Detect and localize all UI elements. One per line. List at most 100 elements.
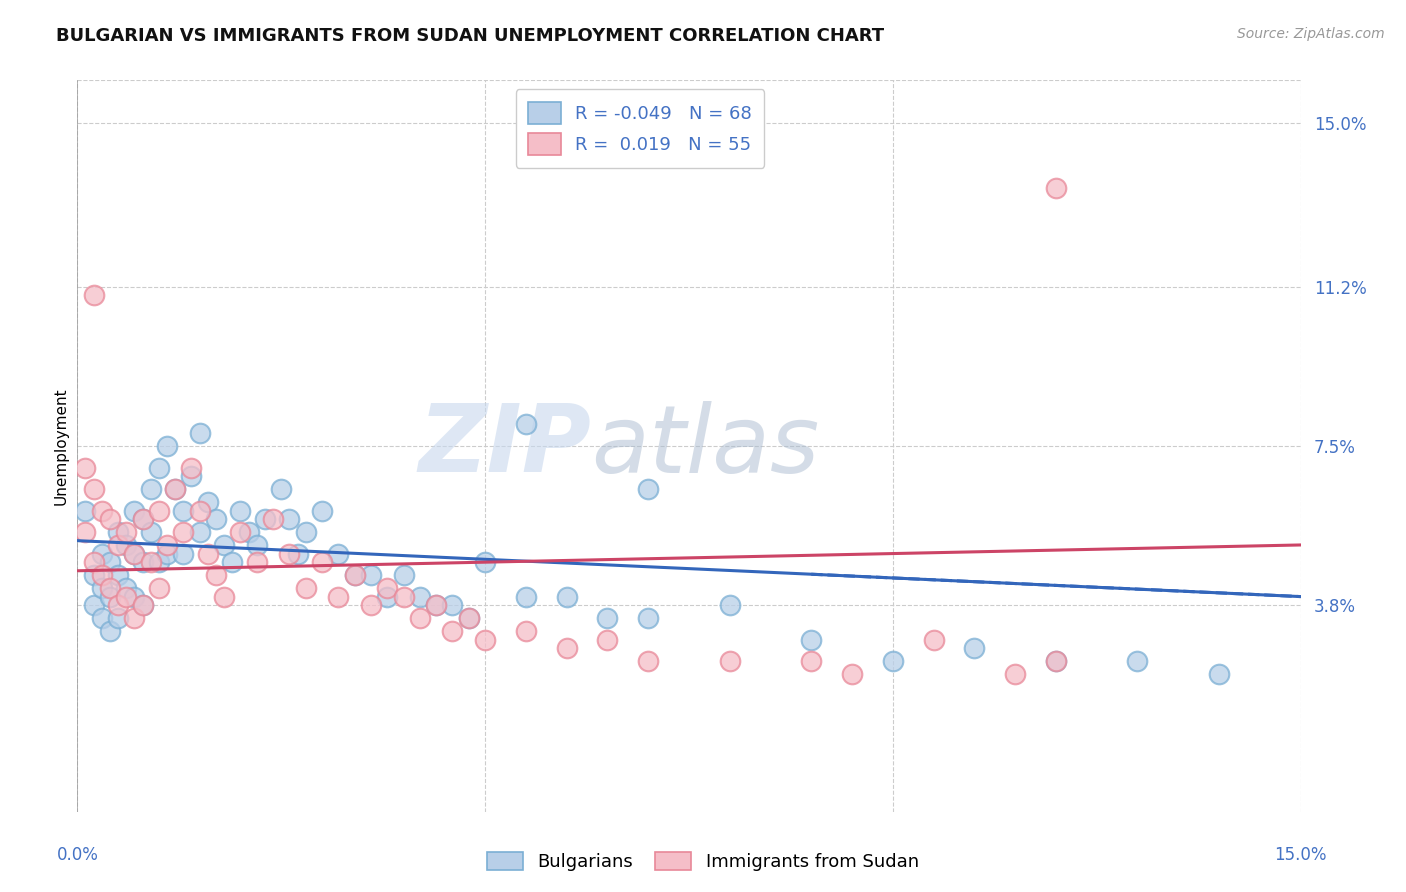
Point [1045,181,1067,195]
Point [124,547,146,561]
Point [98,624,121,638]
Point [172,524,194,539]
Point [425,598,447,612]
Point [375,590,398,604]
Point [124,611,146,625]
Point [83,482,105,496]
Point [139,482,162,496]
Point [83,288,105,302]
Point [124,590,146,604]
Legend: R = -0.049   N = 68, R =  0.019   N = 55: R = -0.049 N = 68, R = 0.019 N = 55 [516,89,765,168]
Point [98,512,121,526]
Point [343,568,366,582]
Point [922,632,945,647]
Point [131,598,153,612]
Point [75,524,97,539]
Point [311,555,333,569]
Point [246,538,269,552]
Point [441,598,464,612]
Point [278,512,301,526]
Point [596,611,619,625]
Point [124,547,146,561]
Point [328,547,350,561]
Point [294,524,316,539]
Point [107,568,129,582]
Point [165,482,187,496]
Point [90,547,112,561]
Point [107,598,129,612]
Point [139,555,162,569]
Point [172,547,194,561]
Point [148,581,170,595]
Point [90,581,112,595]
Point [75,503,97,517]
Point [800,654,823,668]
Point [229,503,252,517]
Point [229,524,252,539]
Point [637,482,659,496]
Point [409,611,432,625]
Point [156,547,179,561]
Point [457,611,479,625]
Point [205,568,228,582]
Point [107,524,129,539]
Point [841,667,863,681]
Point [172,503,194,517]
Point [515,417,537,432]
Point [637,611,659,625]
Point [474,632,496,647]
Point [180,469,202,483]
Point [188,503,211,517]
Text: 15.0%: 15.0% [1274,847,1327,864]
Point [328,590,350,604]
Point [1208,667,1230,681]
Point [83,598,105,612]
Point [115,581,138,595]
Point [441,624,464,638]
Point [212,590,235,604]
Point [882,654,904,668]
Point [131,512,153,526]
Point [131,512,153,526]
Point [800,632,823,647]
Point [188,524,211,539]
Point [253,512,276,526]
Point [515,624,537,638]
Point [148,460,170,475]
Point [238,524,260,539]
Y-axis label: Unemployment: Unemployment [53,387,69,505]
Text: ZIP: ZIP [418,400,591,492]
Point [221,555,243,569]
Point [148,555,170,569]
Point [457,611,479,625]
Point [148,503,170,517]
Point [156,439,179,453]
Point [1045,654,1067,668]
Point [718,654,741,668]
Point [515,590,537,604]
Point [637,654,659,668]
Point [115,538,138,552]
Point [262,512,284,526]
Point [115,524,138,539]
Point [98,590,121,604]
Point [375,581,398,595]
Point [131,555,153,569]
Point [311,503,333,517]
Text: atlas: atlas [591,401,820,491]
Point [124,503,146,517]
Point [392,568,415,582]
Point [555,641,578,656]
Point [294,581,316,595]
Point [360,598,382,612]
Point [180,460,202,475]
Point [963,641,986,656]
Text: BULGARIAN VS IMMIGRANTS FROM SUDAN UNEMPLOYMENT CORRELATION CHART: BULGARIAN VS IMMIGRANTS FROM SUDAN UNEMP… [56,27,884,45]
Point [156,538,179,552]
Point [83,568,105,582]
Point [270,482,292,496]
Point [409,590,432,604]
Point [107,538,129,552]
Point [278,547,301,561]
Point [1004,667,1026,681]
